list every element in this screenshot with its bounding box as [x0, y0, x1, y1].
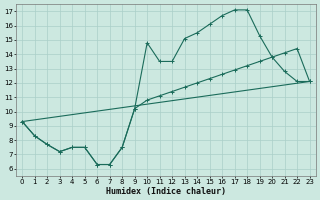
X-axis label: Humidex (Indice chaleur): Humidex (Indice chaleur) [106, 187, 226, 196]
